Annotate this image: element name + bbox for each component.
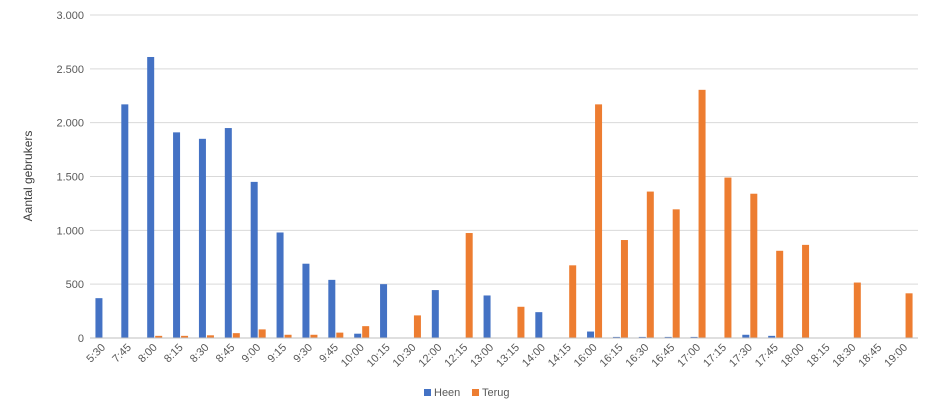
x-tick-label: 18:30 [830, 342, 858, 370]
bar-terug-900 [258, 329, 266, 338]
x-tick-label: 9:15 [266, 342, 290, 366]
y-tick-label: 3.000 [56, 10, 84, 22]
bar-heen-1400 [535, 312, 543, 338]
y-tick-label: 1.500 [56, 172, 84, 184]
x-tick-label: 13:15 [494, 342, 522, 370]
x-tick-label: 5:30 [84, 342, 108, 366]
bar-terug-1600 [595, 104, 603, 338]
bar-terug-1215 [465, 233, 473, 338]
bar-heen-800 [147, 56, 155, 339]
x-tick-label: 8:00 [136, 342, 160, 366]
x-tick-label: 8:15 [162, 342, 186, 366]
x-tick-label: 18:45 [856, 342, 884, 370]
y-axis-ticks: 0 500 1.000 1.500 2.000 2.500 3.000 [56, 10, 84, 345]
x-tick-label: 7:45 [110, 342, 134, 366]
x-tick-label: 17:15 [701, 342, 729, 370]
bars [95, 56, 913, 339]
bar-terug-1615 [620, 240, 628, 338]
bar-terug-945 [336, 332, 344, 338]
grid-lines [90, 14, 918, 285]
bar-heen-1200 [431, 290, 439, 338]
bar-terug-800 [155, 335, 163, 338]
x-tick-label: 17:30 [727, 342, 755, 370]
x-tick-label: 14:00 [520, 342, 548, 370]
bar-terug-1730 [750, 193, 758, 338]
bar-heen-915 [276, 232, 284, 338]
bar-terug-1800 [802, 244, 810, 338]
bar-terug-1715 [724, 177, 732, 338]
x-tick-label: 19:00 [882, 342, 910, 370]
x-tick-label: 13:00 [468, 342, 496, 370]
bar-terug-1745 [776, 250, 784, 338]
bar-terug-830 [206, 335, 214, 338]
x-tick-label: 16:45 [649, 342, 677, 370]
x-tick-label: 16:30 [623, 342, 651, 370]
bar-terug-1900 [905, 293, 913, 338]
bar-heen-1730 [742, 334, 750, 338]
legend-label-terug: Terug [482, 387, 510, 399]
x-tick-label: 8:30 [188, 342, 212, 366]
bar-terug-915 [284, 334, 292, 338]
x-tick-label: 18:15 [805, 342, 833, 370]
bar-heen-530 [95, 298, 103, 338]
bar-heen-1600 [587, 331, 595, 338]
y-tick-label: 1.000 [56, 225, 84, 237]
bar-terug-1315 [517, 306, 525, 338]
legend-swatch-terug [472, 389, 479, 396]
bar-heen-815 [173, 132, 181, 338]
bar-heen-900 [250, 181, 258, 338]
bar-terug-1000 [362, 326, 370, 338]
y-tick-label: 0 [78, 333, 84, 345]
bar-heen-1700 [690, 336, 698, 338]
x-tick-label: 17:00 [675, 342, 703, 370]
bar-heen-1630 [638, 336, 646, 338]
x-tick-label: 10:00 [339, 342, 367, 370]
bar-heen-945 [328, 279, 336, 338]
bar-terug-1415 [569, 265, 577, 338]
bar-heen-1615 [612, 336, 620, 338]
bar-heen-1645 [664, 336, 672, 338]
x-tick-label: 9:30 [291, 342, 315, 366]
legend-swatch-heen [424, 389, 431, 396]
bar-heen-1000 [354, 333, 362, 338]
x-tick-label: 9:00 [240, 342, 264, 366]
x-tick-label: 18:00 [779, 342, 807, 370]
y-tick-label: 2.500 [56, 64, 84, 76]
x-tick-label: 12:15 [442, 342, 470, 370]
bar-heen-1015 [380, 284, 388, 338]
x-tick-label: 14:15 [546, 342, 574, 370]
y-axis-label: Aantal gebrukers [21, 131, 35, 222]
bar-heen-830 [198, 138, 206, 338]
bar-terug-845 [232, 333, 240, 338]
bar-terug-815 [181, 335, 189, 338]
bar-terug-1645 [672, 209, 680, 338]
x-tick-label: 10:15 [365, 342, 393, 370]
bar-heen-1745 [768, 335, 776, 338]
bar-heen-845 [224, 128, 232, 338]
bar-terug-1830 [853, 282, 861, 338]
bar-heen-930 [302, 263, 310, 338]
legend-label-heen: Heen [434, 387, 460, 399]
y-tick-label: 500 [66, 279, 84, 291]
bar-heen-1300 [483, 295, 491, 338]
x-tick-label: 16:00 [572, 342, 600, 370]
bar-terug-930 [310, 334, 318, 338]
bar-terug-1630 [646, 191, 654, 338]
y-tick-label: 2.000 [56, 118, 84, 130]
x-tick-label: 16:15 [598, 342, 626, 370]
x-tick-label: 12:00 [416, 342, 444, 370]
x-tick-label: 9:45 [317, 342, 341, 366]
bar-terug-1030 [413, 315, 421, 338]
x-tick-label: 10:30 [391, 342, 419, 370]
x-axis-ticks: 5:30 7:45 8:00 8:15 8:30 8:45 9:00 9:15 9:30 9:45… [84, 342, 910, 370]
x-tick-label: 8:45 [214, 342, 238, 366]
bar-heen-745 [121, 104, 129, 338]
x-tick-label: 17:45 [753, 342, 781, 370]
bar-terug-1700 [698, 89, 706, 338]
legend: Heen Terug [424, 387, 510, 399]
